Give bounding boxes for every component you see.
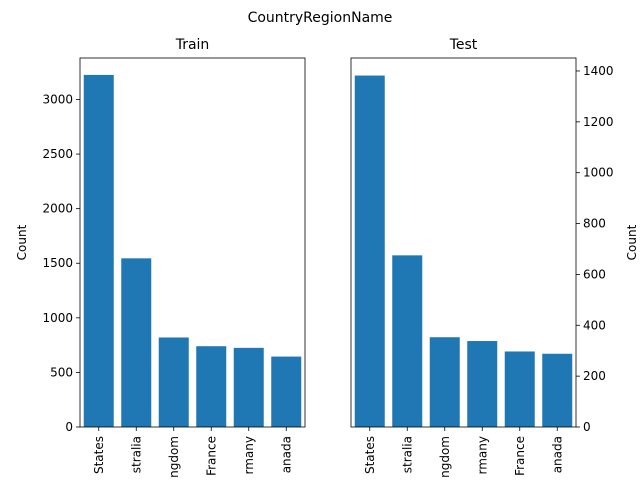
train-xtick-label-1: stralia (129, 436, 143, 473)
test-xtick-label-3: rmany (475, 436, 489, 474)
test-bar-2 (429, 337, 460, 427)
test-bar-1 (392, 255, 423, 427)
train-xtick-label-4: rmany (242, 436, 256, 474)
train-ytick-label-3: 1500 (42, 256, 73, 270)
train-bar-4 (233, 347, 264, 427)
test-ytick-label-1: 200 (583, 369, 606, 383)
test-title: Test (449, 37, 478, 53)
test-xtick-label-2: ngdom (438, 436, 452, 478)
test-xtick-label-4: France (513, 436, 527, 476)
train-xtick-label-5: anada (279, 436, 293, 473)
test-axes-frame (350, 57, 577, 428)
test-bar-5 (542, 353, 573, 427)
train-ytick-label-0: 0 (65, 420, 73, 434)
test-xtick-label-5: anada (550, 436, 564, 473)
train-ytick-label-2: 1000 (42, 311, 73, 325)
train-bar-2 (158, 337, 189, 427)
test-xtick-label-1: stralia (400, 436, 414, 473)
train-axes-frame (79, 57, 306, 428)
test-ytick-label-6: 1200 (583, 115, 614, 129)
train-bar-0 (83, 74, 114, 427)
figure-suptitle: CountryRegionName (248, 10, 393, 26)
train-bar-3 (196, 346, 227, 427)
test-ytick-label-2: 400 (583, 318, 606, 332)
test-ytick-label-0: 0 (583, 420, 591, 434)
train-xtick-label-2: ngdom (167, 436, 181, 478)
train-ylabel: Count (15, 224, 29, 260)
train-xtick-label-0: States (92, 436, 106, 474)
train-title: Train (175, 37, 210, 53)
train-xtick-label-3: France (204, 436, 218, 476)
test-ytick-label-5: 1000 (583, 166, 614, 180)
test-ylabel: Count (625, 224, 639, 260)
train-ytick-label-1: 500 (50, 365, 73, 379)
train-bar-5 (271, 356, 302, 427)
test-xtick-label-0: States (363, 436, 377, 474)
train-ytick-label-6: 3000 (42, 92, 73, 106)
test-ytick-label-7: 1400 (583, 64, 614, 78)
train-ytick-label-5: 2500 (42, 147, 73, 161)
train-bar-1 (121, 258, 152, 427)
train-ytick-label-4: 2000 (42, 202, 73, 216)
test-ytick-label-4: 800 (583, 217, 606, 231)
test-ytick-label-3: 600 (583, 267, 606, 281)
test-panel: Test States stralia ngdom rmany France anada 0 2… (350, 37, 639, 478)
test-bar-3 (467, 341, 498, 427)
train-panel: Train States stralia ngdom France rmany anada 0… (15, 37, 306, 478)
test-bar-4 (504, 351, 535, 427)
test-bar-0 (354, 75, 385, 427)
